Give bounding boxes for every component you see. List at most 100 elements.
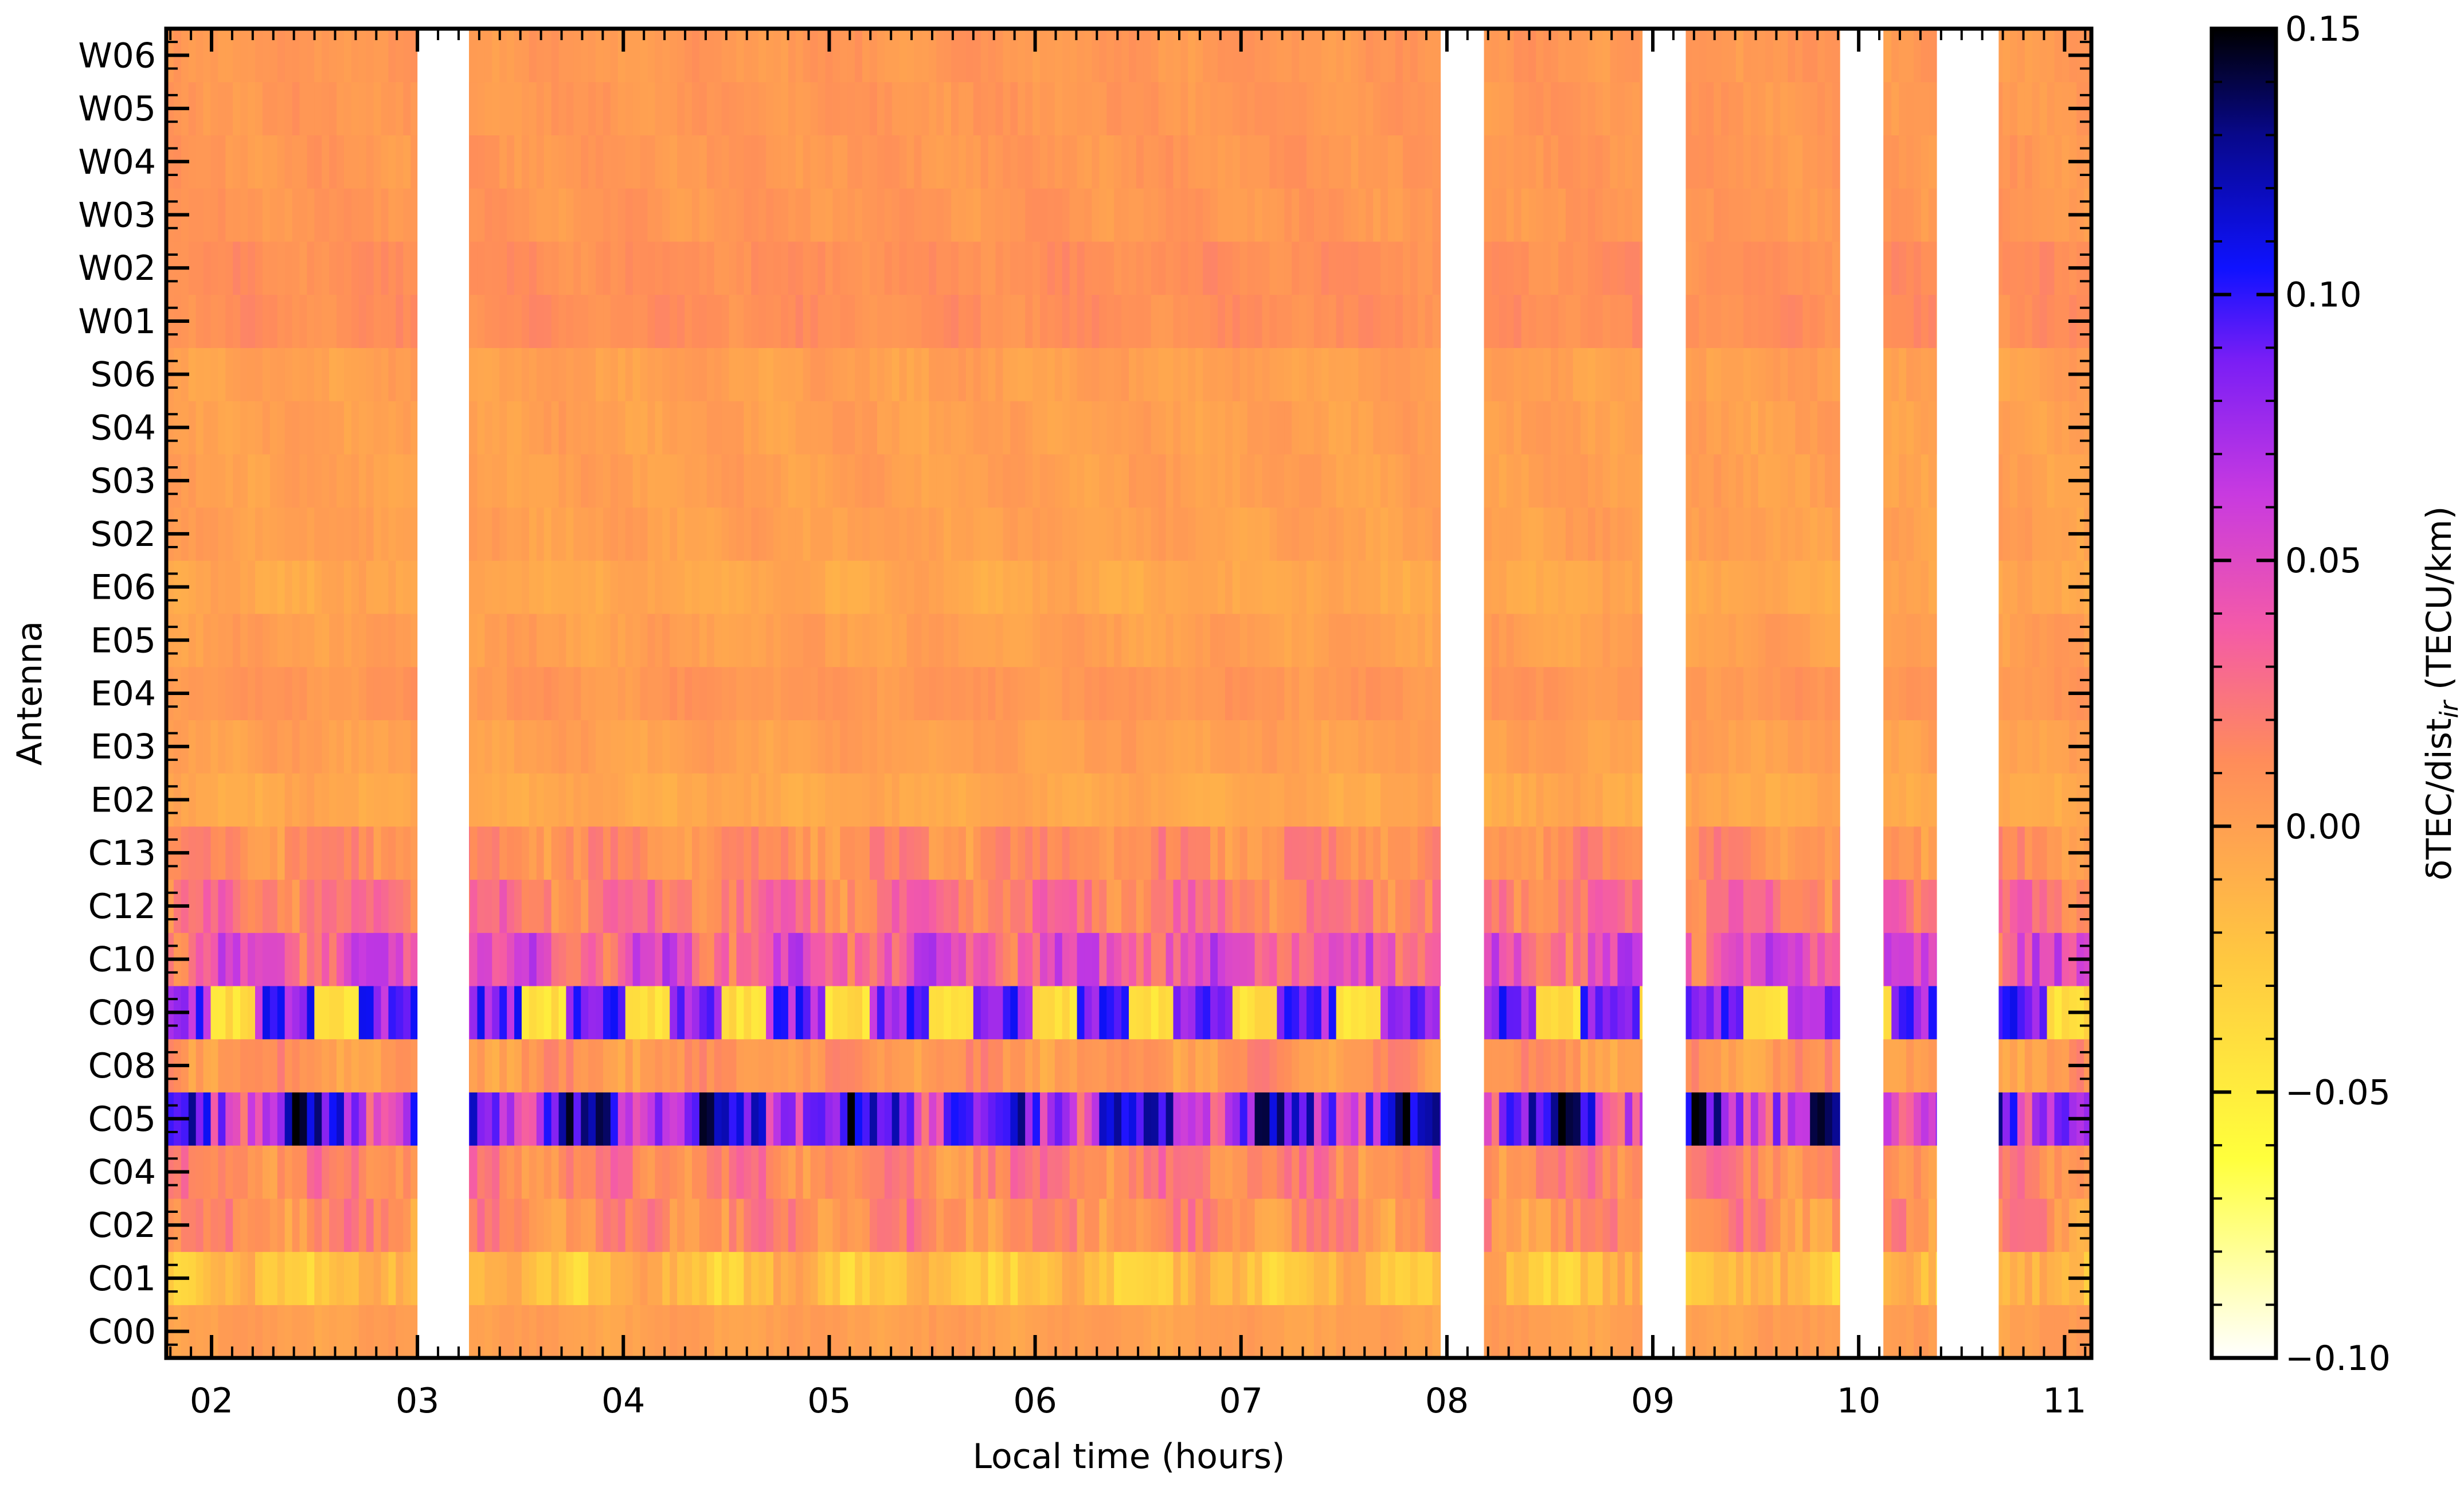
heatmap-cell xyxy=(1699,932,1707,986)
heatmap-cell xyxy=(1165,454,1174,508)
heatmap-cell xyxy=(1543,826,1551,880)
heatmap-cell xyxy=(277,720,285,774)
heatmap-cell xyxy=(899,773,908,827)
heatmap-cell xyxy=(1092,1039,1100,1092)
heatmap-cell xyxy=(1699,826,1707,880)
heatmap-cell xyxy=(1254,826,1263,880)
heatmap-cell xyxy=(255,294,263,348)
heatmap-cell xyxy=(492,294,500,348)
heatmap-cell xyxy=(1625,1198,1633,1252)
heatmap-cell xyxy=(1706,1039,1714,1092)
heatmap-cell xyxy=(1699,348,1707,401)
heatmap-cell xyxy=(721,773,730,827)
heatmap-cell xyxy=(1595,507,1603,561)
heatmap-cell xyxy=(1595,1251,1603,1305)
heatmap-cell xyxy=(240,666,248,720)
heatmap-cell xyxy=(1262,826,1270,880)
heatmap-cell xyxy=(543,454,552,508)
heatmap-cell xyxy=(292,507,300,561)
heatmap-cell xyxy=(1721,1251,1729,1305)
heatmap-cell xyxy=(625,348,633,401)
heatmap-cell xyxy=(1788,773,1796,827)
heatmap-cell xyxy=(1728,1145,1736,1199)
heatmap-cell xyxy=(914,666,922,720)
heatmap-cell xyxy=(262,932,271,986)
heatmap-cell xyxy=(714,666,722,720)
heatmap-cell xyxy=(1232,932,1241,986)
heatmap-cell xyxy=(795,826,804,880)
heatmap-cell xyxy=(929,773,937,827)
heatmap-cell xyxy=(1284,1198,1292,1252)
heatmap-cell xyxy=(965,985,974,1040)
heatmap-cell xyxy=(1425,348,1433,401)
heatmap-cell xyxy=(973,1039,981,1092)
heatmap-cell xyxy=(965,507,974,561)
heatmap-cell xyxy=(936,720,944,774)
heatmap-cell xyxy=(1632,348,1640,401)
heatmap-cell xyxy=(670,985,678,1040)
heatmap-cell xyxy=(662,879,670,933)
heatmap-cell xyxy=(958,1305,967,1358)
heatmap-cell xyxy=(1188,773,1196,827)
heatmap-cell xyxy=(1566,560,1574,614)
heatmap-cell xyxy=(795,932,804,986)
heatmap-cell xyxy=(1410,1305,1418,1358)
heatmap-cell xyxy=(1306,507,1315,561)
heatmap-cell xyxy=(951,1251,959,1305)
heatmap-cell xyxy=(381,773,389,827)
heatmap-cell xyxy=(1566,879,1574,933)
heatmap-cell xyxy=(1210,932,1218,986)
heatmap-cell xyxy=(2009,1039,2018,1092)
heatmap-cell xyxy=(1417,1198,1426,1252)
heatmap-cell xyxy=(1321,666,1329,720)
heatmap-cell xyxy=(840,932,848,986)
heatmap-cell xyxy=(1543,773,1551,827)
heatmap-cell xyxy=(1610,1039,1618,1092)
heatmap-cell xyxy=(1299,1198,1307,1252)
heatmap-cell xyxy=(1795,666,1803,720)
heatmap-cell xyxy=(1765,1039,1774,1092)
heatmap-cell xyxy=(1521,826,1530,880)
heatmap-cell xyxy=(640,454,648,508)
heatmap-cell xyxy=(195,932,204,986)
heatmap-cell xyxy=(640,1251,648,1305)
heatmap-cell xyxy=(1129,1039,1137,1092)
heatmap-cell xyxy=(2039,879,2048,933)
heatmap-cell xyxy=(1232,1145,1241,1199)
heatmap-cell xyxy=(410,401,419,455)
heatmap-cell xyxy=(1528,773,1536,827)
heatmap-cell xyxy=(1173,1305,1182,1358)
heatmap-cell xyxy=(1040,985,1048,1040)
heatmap-cell xyxy=(1899,507,1907,561)
heatmap-cell xyxy=(1040,879,1048,933)
heatmap-cell xyxy=(862,401,870,455)
heatmap-cell xyxy=(1402,348,1411,401)
heatmap-cell xyxy=(1499,401,1507,455)
heatmap-cell xyxy=(914,932,922,986)
heatmap-cell xyxy=(329,454,337,508)
heatmap-cell xyxy=(343,294,352,348)
heatmap-cell xyxy=(729,773,737,827)
heatmap-cell xyxy=(1758,1039,1766,1092)
heatmap-cell xyxy=(1691,1251,1700,1305)
heatmap-cell xyxy=(1269,720,1277,774)
heatmap-cell xyxy=(1551,666,1559,720)
heatmap-cell xyxy=(1047,666,1055,720)
heatmap-cell xyxy=(1173,401,1182,455)
heatmap-cell xyxy=(1069,613,1078,668)
heatmap-cell xyxy=(2024,1305,2033,1358)
heatmap-cell xyxy=(965,826,974,880)
heatmap-cell xyxy=(195,1305,204,1358)
heatmap-cell xyxy=(1788,401,1796,455)
heatmap-cell xyxy=(1728,666,1736,720)
heatmap-cell xyxy=(1195,773,1203,827)
heatmap-cell xyxy=(1617,401,1625,455)
heatmap-cell xyxy=(1069,401,1078,455)
heatmap-cell xyxy=(1321,879,1329,933)
heatmap-cell xyxy=(1025,348,1033,401)
heatmap-cell xyxy=(729,666,737,720)
heatmap-cell xyxy=(1558,1145,1566,1199)
heatmap-cell xyxy=(1928,348,1937,401)
heatmap-cell xyxy=(1417,985,1426,1040)
heatmap-cell xyxy=(255,773,263,827)
